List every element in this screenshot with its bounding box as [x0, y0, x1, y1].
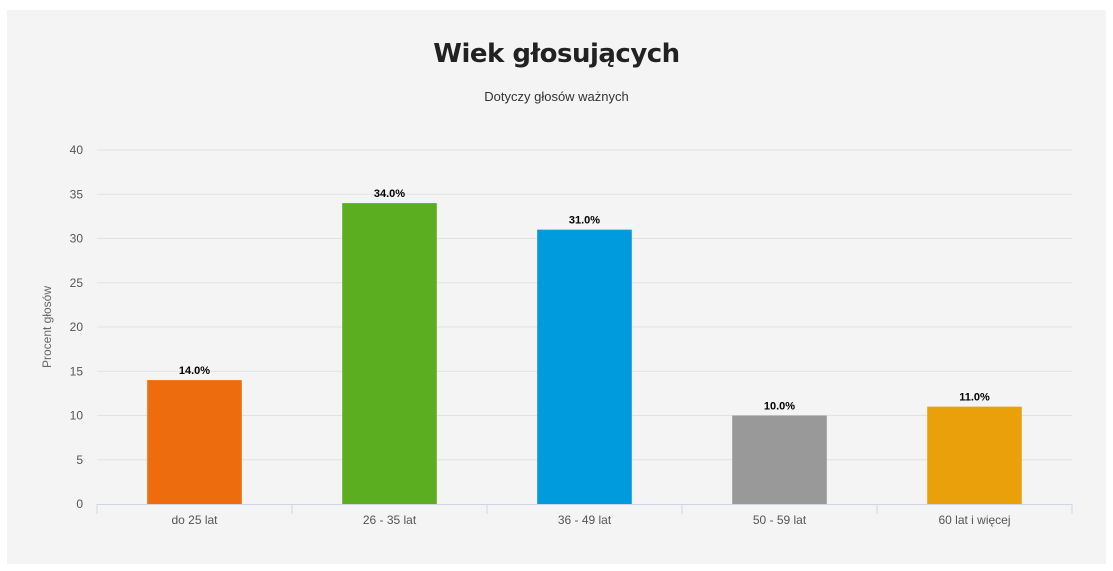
x-tick-label: 60 lat i więcej — [938, 513, 1010, 527]
chart-subtitle: Dotyczy głosów ważnych — [484, 89, 629, 104]
bar[interactable] — [732, 415, 827, 505]
y-axis-ticks: 0 5 10 15 20 25 30 35 40 — [70, 143, 84, 511]
x-tick-label: do 25 lat — [171, 513, 218, 527]
data-label: 31.0% — [569, 215, 600, 227]
y-tick-label: 15 — [70, 364, 84, 378]
y-tick-label: 0 — [76, 497, 83, 511]
y-tick-label: 5 — [76, 453, 83, 467]
chart-panel: Wiek głosujących Dotyczy głosów ważnych … — [7, 10, 1106, 564]
bar[interactable] — [927, 406, 1022, 504]
bar[interactable] — [537, 229, 632, 504]
bar[interactable] — [342, 203, 437, 504]
y-tick-label: 10 — [70, 409, 84, 423]
bar[interactable] — [147, 380, 242, 504]
y-tick-label: 35 — [70, 187, 84, 201]
y-tick-label: 20 — [70, 320, 84, 334]
x-tick-label: 36 - 49 lat — [558, 513, 612, 527]
y-axis-label: Procent głosów — [40, 286, 54, 368]
bar-chart: Wiek głosujących Dotyczy głosów ważnych … — [40, 39, 1073, 527]
y-tick-label: 25 — [70, 276, 84, 290]
y-tick-label: 40 — [70, 143, 84, 157]
y-tick-label: 30 — [70, 232, 84, 246]
x-tick-label: 26 - 35 lat — [363, 513, 417, 527]
data-label: 34.0% — [374, 188, 405, 200]
x-axis — [96, 504, 1073, 514]
data-labels: 14.0% 34.0% 31.0% 10.0% 11.0% — [179, 188, 990, 412]
chart-title: Wiek głosujących — [433, 39, 679, 69]
x-tick-label: 50 - 59 lat — [753, 513, 807, 527]
data-label: 10.0% — [764, 401, 795, 413]
data-label: 14.0% — [179, 365, 210, 377]
data-label: 11.0% — [959, 392, 990, 404]
bars — [147, 203, 1022, 504]
x-axis-ticks: do 25 lat 26 - 35 lat 36 - 49 lat 50 - 59 l… — [171, 513, 1010, 527]
